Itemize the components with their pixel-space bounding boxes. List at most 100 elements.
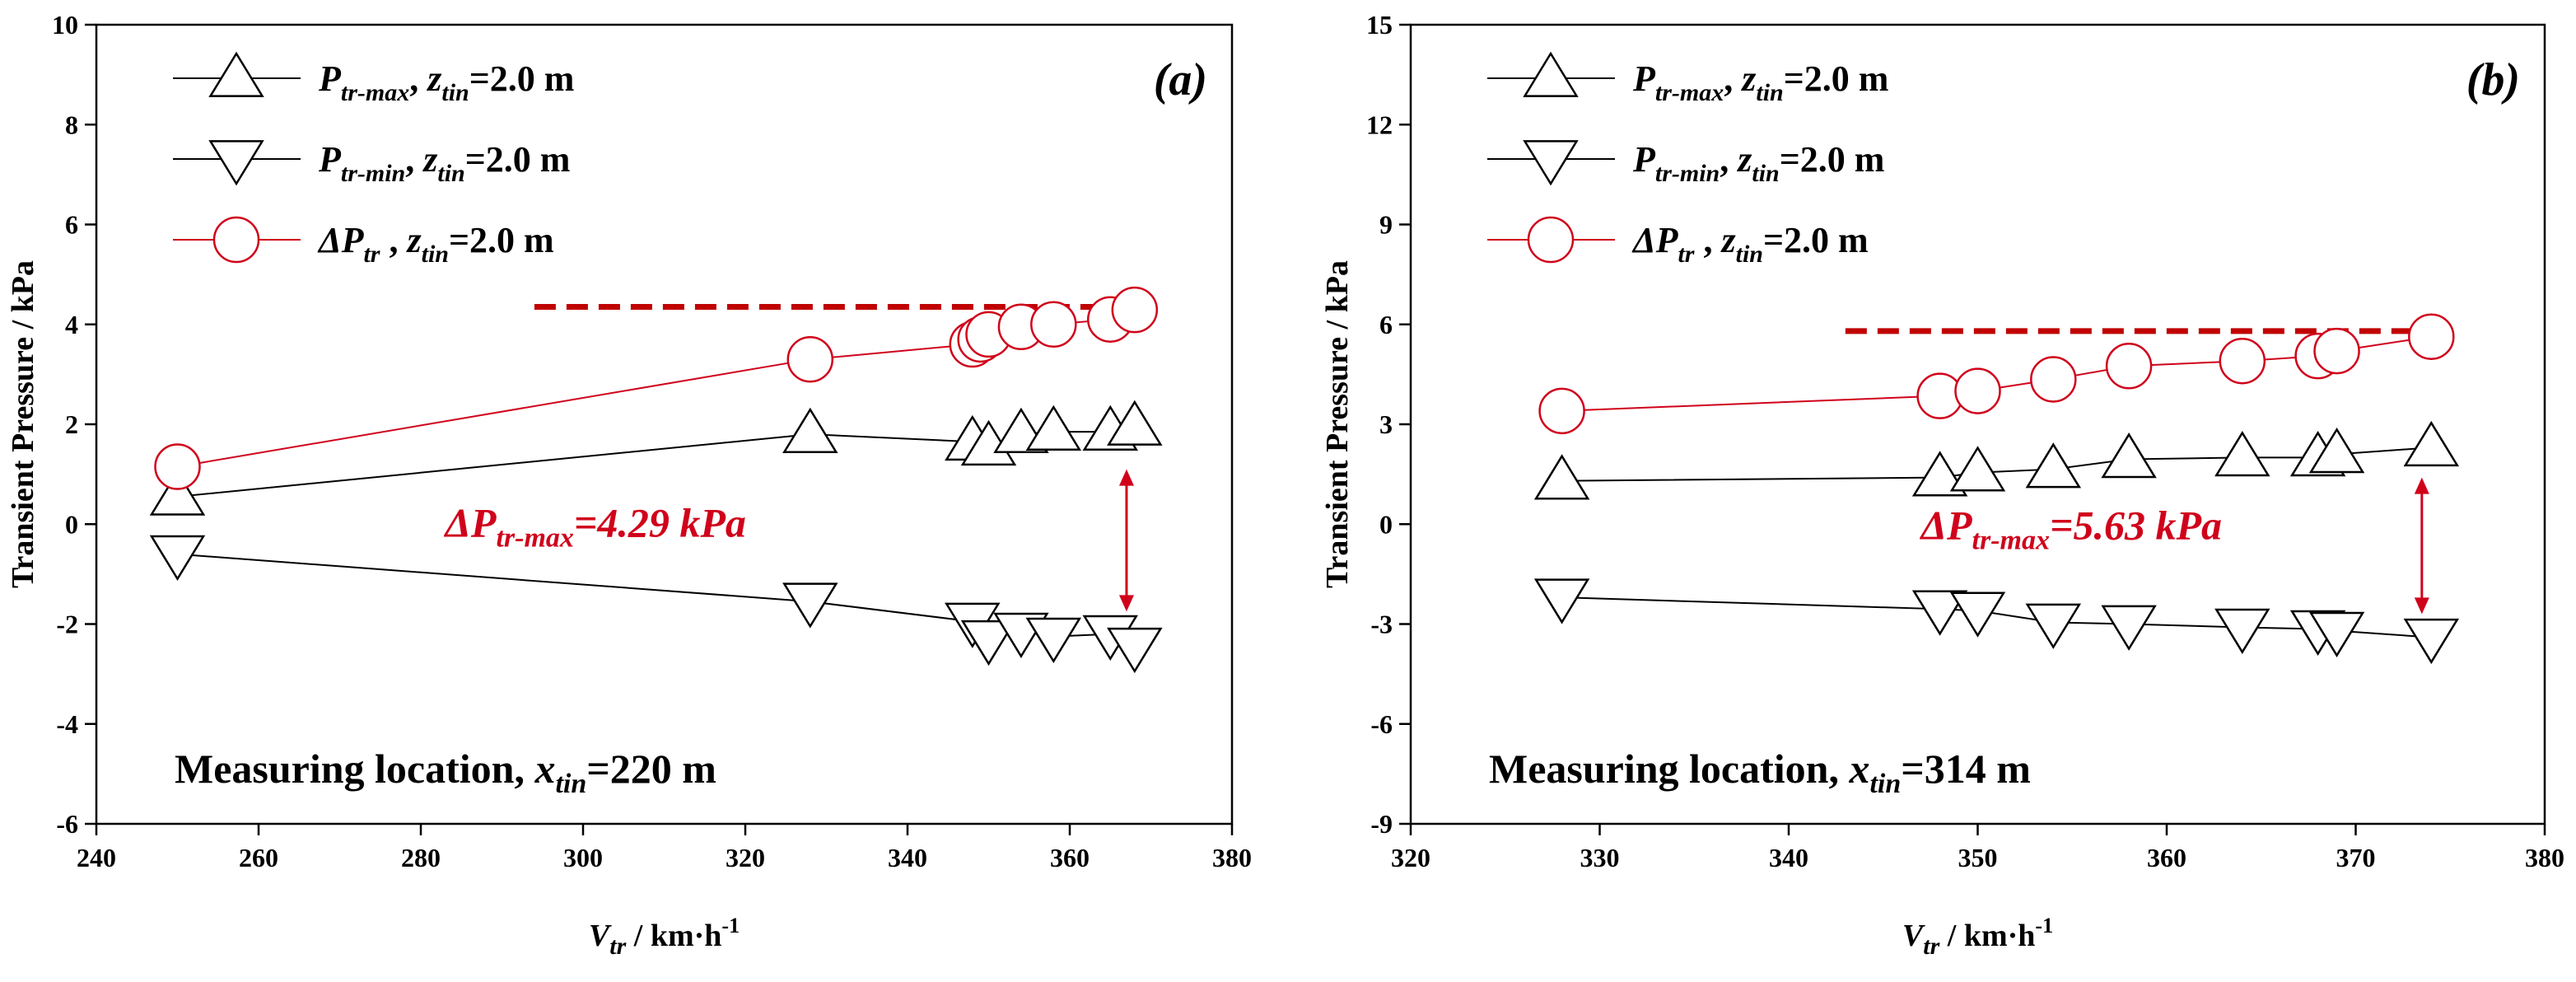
x-tick-label: 340 [1769, 843, 1808, 872]
legend-label: Ptr-max, ztin=2.0 m [318, 58, 574, 106]
data-point-triangle-down [2025, 603, 2082, 649]
y-tick-label: -6 [1370, 709, 1393, 739]
y-tick-label: 10 [52, 10, 78, 40]
delta-annotation: ΔPtr-max=5.63 kPa [1920, 477, 2429, 615]
data-point-triangle-up [782, 407, 838, 453]
x-axis-label: Vtr / km·h-1 [1902, 914, 2053, 960]
y-tick-label: 4 [65, 310, 78, 339]
y-tick-label: -6 [56, 809, 78, 839]
x-tick-label: 280 [401, 843, 441, 872]
series-max [149, 400, 1163, 516]
data-point-triangle-up [2403, 420, 2460, 467]
measuring-location-note: Measuring location, xtin=220 m [175, 746, 716, 799]
data-point-circle [2105, 343, 2153, 390]
data-point-triangle-down [1523, 140, 1579, 186]
legend-label: Ptr-min, ztin=2.0 m [1632, 139, 1884, 187]
y-axis-label: Transient Pressure / kPa [1320, 260, 1355, 588]
data-point-circle [2219, 337, 2266, 385]
data-point-triangle-down [1949, 592, 2006, 638]
series-delta [154, 286, 1159, 490]
y-tick-label: 6 [65, 210, 78, 240]
x-tick-label: 380 [1212, 843, 1252, 872]
panel-label: (b) [2466, 54, 2520, 105]
y-tick-label: 2 [65, 409, 78, 439]
data-point-triangle-up [2214, 431, 2270, 477]
panel-label: (a) [1154, 54, 1207, 105]
data-point-triangle-up [1533, 454, 1590, 500]
y-tick-label: 0 [65, 509, 78, 539]
legend-label: Ptr-max, ztin=2.0 m [1632, 58, 1888, 106]
data-point-circle [786, 335, 834, 383]
data-point-circle [1111, 286, 1159, 334]
series-max [1533, 420, 2460, 500]
data-point-triangle-down [782, 582, 838, 629]
y-tick-label: 9 [1379, 210, 1393, 240]
data-point-triangle-up [2308, 427, 2365, 474]
data-point-circle [2313, 327, 2360, 375]
data-point-triangle-up [208, 51, 264, 97]
annotation-arrowhead-down [1118, 595, 1134, 612]
data-point-triangle-down [1025, 617, 1082, 664]
x-tick-label: 360 [2147, 843, 2186, 872]
legend-label: ΔPtr , ztin=2.0 m [1631, 220, 1869, 268]
data-point-circle [2408, 313, 2455, 360]
chart-panel-a: 240 260 280 300 320 340 360 380 -6 -4 -2 0 2 4 6 8 10 Vtr… [6, 10, 1252, 960]
data-point-triangle-up [1523, 51, 1579, 97]
series-min [149, 535, 1163, 674]
data-point-circle [1030, 301, 1077, 348]
annotation-label: ΔPtr-max=4.29 kPa [444, 499, 746, 553]
data-point-triangle-down [2214, 608, 2270, 654]
legend: Ptr-max, ztin=2.0 m Ptr-min, ztin=2.0 m ΔP… [173, 51, 574, 268]
data-point-triangle-down [2101, 605, 2157, 651]
y-tick-label: 0 [1379, 509, 1393, 539]
y-tick-label: 8 [65, 110, 78, 139]
x-tick-label: 360 [1050, 843, 1090, 872]
data-point-triangle-down [1911, 590, 1968, 636]
data-point-triangle-up [1911, 451, 1968, 497]
data-point-circle [154, 443, 201, 490]
legend: Ptr-max, ztin=2.0 m Ptr-min, ztin=2.0 m ΔP… [1487, 51, 1888, 268]
data-point-circle [1527, 216, 1575, 264]
data-point-circle [2030, 356, 2077, 403]
data-point-circle [212, 216, 260, 264]
annotation-label: ΔPtr-max=5.63 kPa [1920, 502, 2222, 555]
y-tick-label: -3 [1370, 610, 1393, 639]
y-tick-label: -2 [56, 610, 78, 639]
x-tick-label: 260 [239, 843, 278, 872]
legend-label: Ptr-min, ztin=2.0 m [318, 139, 570, 187]
data-point-triangle-up [149, 470, 206, 516]
measuring-location-note: Measuring location, xtin=314 m [1489, 746, 2031, 799]
x-tick-label: 350 [1958, 843, 1998, 872]
y-axis-label: Transient Pressure / kPa [6, 260, 40, 588]
y-tick-label: 15 [1366, 10, 1393, 40]
data-point-triangle-down [2308, 611, 2365, 657]
y-tick-label: 3 [1379, 409, 1393, 439]
chart-panel-b: 320 330 340 350 360 370 380 -9 -6 -3 0 3 6 9 12 15 Vtr /… [1320, 10, 2564, 960]
x-tick-label: 320 [726, 843, 765, 872]
delta-annotation: ΔPtr-max=4.29 kPa [444, 469, 1134, 612]
annotation-arrowhead-up [1118, 469, 1134, 486]
data-point-triangle-up [1025, 404, 1082, 451]
data-point-triangle-up [1107, 400, 1163, 446]
x-tick-label: 320 [1391, 843, 1430, 872]
legend-label: ΔPtr , ztin=2.0 m [317, 220, 554, 268]
y-tick-label: -4 [56, 709, 78, 739]
data-point-triangle-up [2101, 433, 2157, 479]
data-point-triangle-down [1533, 578, 1590, 624]
x-tick-label: 380 [2525, 843, 2564, 872]
x-tick-label: 300 [563, 843, 603, 872]
data-point-triangle-down [2403, 618, 2460, 665]
x-tick-label: 340 [888, 843, 927, 872]
x-tick-label: 370 [2336, 843, 2376, 872]
annotation-arrowhead-up [2414, 477, 2429, 494]
series-min [1533, 578, 2460, 665]
y-tick-label: 6 [1379, 310, 1393, 339]
data-point-triangle-up [2025, 442, 2082, 489]
x-axis-label: Vtr / km·h-1 [589, 914, 740, 960]
y-tick-label: -9 [1370, 809, 1393, 839]
data-point-triangle-down [1107, 627, 1163, 674]
data-point-triangle-down [208, 140, 264, 186]
y-tick-label: 12 [1366, 110, 1393, 139]
data-point-triangle-down [960, 620, 1017, 666]
